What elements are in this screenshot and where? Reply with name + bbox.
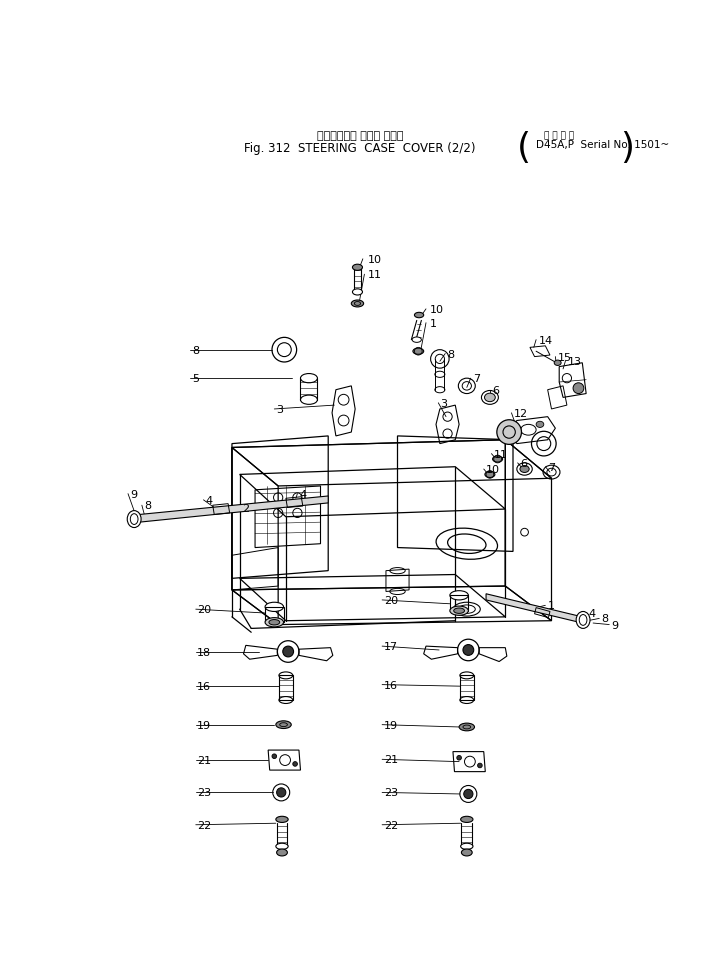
Ellipse shape <box>460 672 474 679</box>
Text: 1: 1 <box>430 319 437 328</box>
Circle shape <box>458 640 479 661</box>
Text: 10: 10 <box>430 305 444 315</box>
Ellipse shape <box>459 723 475 731</box>
Circle shape <box>477 763 482 768</box>
Ellipse shape <box>412 338 421 343</box>
Text: 21: 21 <box>384 754 398 765</box>
Text: 9: 9 <box>611 620 618 630</box>
Ellipse shape <box>493 456 503 463</box>
Text: 8: 8 <box>448 349 455 360</box>
Circle shape <box>293 762 298 766</box>
Ellipse shape <box>576 612 590 629</box>
Ellipse shape <box>461 817 473 823</box>
Ellipse shape <box>520 466 529 473</box>
Text: 17: 17 <box>384 642 398 652</box>
Ellipse shape <box>351 301 364 308</box>
Text: 6: 6 <box>492 385 499 396</box>
Circle shape <box>457 755 461 760</box>
Circle shape <box>277 641 299 662</box>
Text: 7: 7 <box>548 462 555 472</box>
Ellipse shape <box>484 394 496 403</box>
Bar <box>279 676 293 701</box>
Text: 15: 15 <box>557 353 571 362</box>
Bar <box>460 676 474 701</box>
Text: 2: 2 <box>242 503 249 513</box>
Text: 23: 23 <box>197 787 211 797</box>
Ellipse shape <box>485 472 495 478</box>
Text: 19: 19 <box>197 720 211 730</box>
Circle shape <box>463 645 474 656</box>
Text: 16: 16 <box>384 680 397 690</box>
Ellipse shape <box>413 349 424 355</box>
Circle shape <box>497 420 522 445</box>
Ellipse shape <box>352 265 362 271</box>
Ellipse shape <box>276 721 291 729</box>
Text: 12: 12 <box>514 408 528 418</box>
Text: 3: 3 <box>441 399 448 408</box>
Polygon shape <box>486 594 582 623</box>
Ellipse shape <box>461 849 472 856</box>
Bar <box>265 608 284 622</box>
Text: 11: 11 <box>369 270 383 280</box>
Text: 4: 4 <box>300 489 307 499</box>
Text: 8: 8 <box>192 345 199 356</box>
Text: 10: 10 <box>369 255 383 265</box>
Text: 13: 13 <box>568 357 582 366</box>
Text: 10: 10 <box>486 464 500 475</box>
Text: 18: 18 <box>197 647 211 657</box>
Circle shape <box>277 788 286 797</box>
Ellipse shape <box>276 817 288 823</box>
Bar <box>450 596 468 611</box>
Text: 20: 20 <box>384 595 398 606</box>
Text: 7: 7 <box>473 374 480 384</box>
Ellipse shape <box>461 843 473 850</box>
Text: 23: 23 <box>384 787 398 797</box>
Text: 4: 4 <box>588 609 595 618</box>
Text: 22: 22 <box>384 820 398 829</box>
Ellipse shape <box>554 361 561 366</box>
Text: ): ) <box>620 131 634 165</box>
Text: 11: 11 <box>494 449 508 459</box>
Text: 3: 3 <box>277 404 284 414</box>
Circle shape <box>573 383 584 394</box>
Ellipse shape <box>453 609 465 614</box>
Text: 14: 14 <box>538 335 552 345</box>
Ellipse shape <box>127 511 141 528</box>
Ellipse shape <box>265 618 284 627</box>
Text: 16: 16 <box>197 682 211 692</box>
Ellipse shape <box>277 849 287 856</box>
Ellipse shape <box>536 422 544 428</box>
Ellipse shape <box>352 289 362 296</box>
Text: Fig. 312  STEERING  CASE  COVER (2/2): Fig. 312 STEERING CASE COVER (2/2) <box>244 142 475 154</box>
Circle shape <box>272 754 277 759</box>
Text: ステアリング ケース カバー: ステアリング ケース カバー <box>317 131 403 141</box>
Text: 適 用 号 機: 適 用 号 機 <box>544 131 574 140</box>
Text: 9: 9 <box>131 489 138 499</box>
Text: 22: 22 <box>197 820 211 829</box>
Text: 8: 8 <box>602 614 609 623</box>
Text: 21: 21 <box>197 755 211 765</box>
Text: 1: 1 <box>548 601 555 611</box>
Text: D45A,P  Serial No. 1501~: D45A,P Serial No. 1501~ <box>536 141 669 150</box>
Text: 19: 19 <box>384 720 398 730</box>
Ellipse shape <box>265 603 284 612</box>
Text: 6: 6 <box>520 458 527 468</box>
Text: 4: 4 <box>206 495 213 505</box>
Ellipse shape <box>269 620 279 625</box>
Ellipse shape <box>276 843 288 850</box>
Polygon shape <box>132 496 329 524</box>
Text: 20: 20 <box>197 605 211 615</box>
Ellipse shape <box>414 313 424 319</box>
Text: 8: 8 <box>144 500 152 511</box>
Text: 5: 5 <box>192 374 199 384</box>
Ellipse shape <box>450 591 468 600</box>
Text: (: ( <box>517 131 531 165</box>
Ellipse shape <box>279 672 293 679</box>
Circle shape <box>464 789 473 799</box>
Ellipse shape <box>450 607 468 616</box>
Circle shape <box>283 647 293 658</box>
